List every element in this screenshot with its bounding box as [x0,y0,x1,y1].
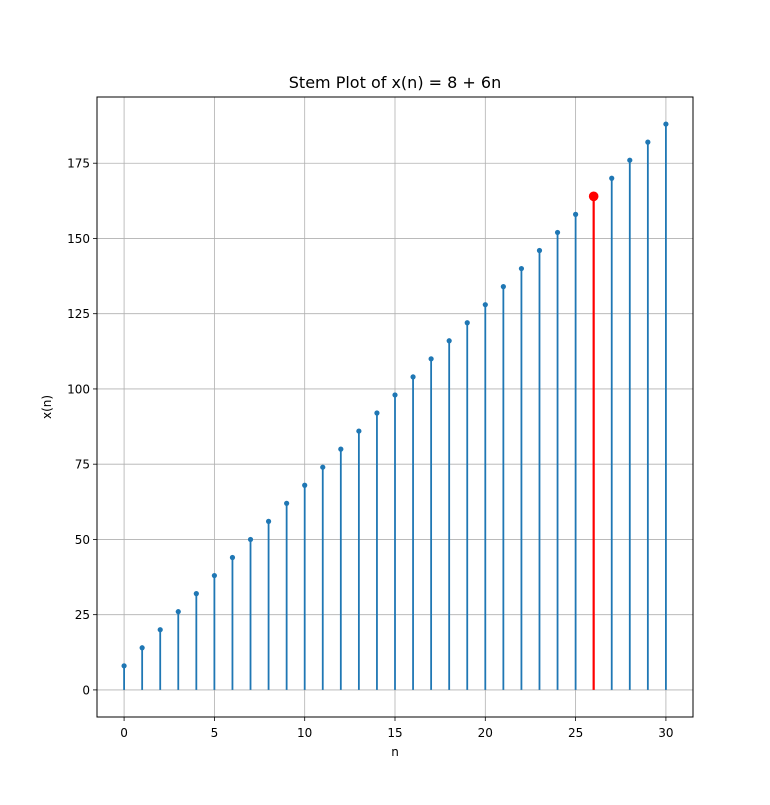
x-tick-label: 25 [568,726,583,740]
stem-marker [428,356,434,362]
y-axis-label: x(n) [40,395,54,419]
x-tick-label: 0 [120,726,128,740]
y-tick-label: 100 [67,382,90,396]
stem-marker [320,464,326,470]
stem-marker [609,175,615,181]
stem-marker [193,591,199,597]
stem-marker [500,284,506,290]
y-tick-label: 25 [75,608,90,622]
x-tick-label: 15 [387,726,402,740]
y-tick-label: 0 [82,683,90,697]
x-tick-label: 5 [211,726,219,740]
stem-marker [139,645,145,651]
stem-marker [284,500,290,506]
y-axis: 0 25 50 75 100 125 150 175 [67,157,97,697]
highlight-point [588,191,599,202]
stem-marker [518,265,525,272]
stems [123,124,667,690]
stem-marker [482,302,488,308]
stem-marker [464,320,470,326]
highlight-marker [588,191,599,202]
stem-marker [645,139,651,145]
stem-marker [374,410,380,416]
y-tick-label: 175 [67,157,90,171]
y-tick-label: 75 [75,458,90,472]
stem-marker [175,609,181,615]
x-tick-label: 20 [478,726,493,740]
stem-marker [410,374,416,380]
chart-title: Stem Plot of x(n) = 8 + 6n [289,73,501,92]
x-tick-label: 10 [297,726,312,740]
stem-marker [229,554,236,561]
y-tick-label: 125 [67,307,90,321]
stem-marker [265,518,272,524]
stem-marker [627,157,633,163]
stem-marker [338,446,344,452]
stem-marker [356,428,362,434]
y-tick-label: 50 [75,533,90,547]
stem-marker [573,211,579,217]
stem-marker [211,572,217,579]
stem-marker [247,536,254,543]
x-axis: 0 5 10 15 20 25 30 [120,717,674,740]
x-axis-label: n [391,745,399,759]
markers [121,121,669,669]
stem-marker [302,482,308,488]
stem-marker [121,663,127,669]
stem-marker [446,338,452,344]
y-tick-label: 150 [67,232,90,246]
x-tick-label: 30 [658,726,673,740]
stem-marker [554,229,561,236]
stem-marker [392,392,398,398]
stem-marker [663,121,669,127]
stem-marker [157,627,163,633]
stem-marker [536,247,543,254]
